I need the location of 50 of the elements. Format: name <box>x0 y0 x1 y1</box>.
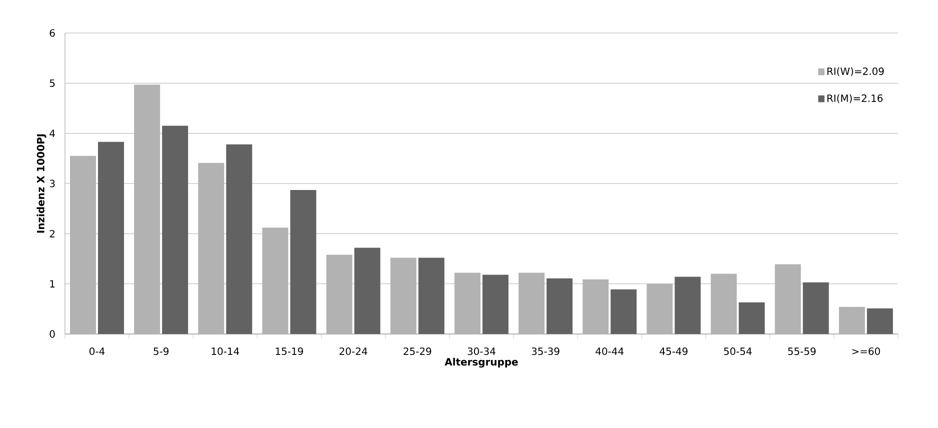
bar <box>226 144 252 334</box>
bar <box>198 162 224 334</box>
bar <box>134 84 160 334</box>
bar <box>710 274 737 334</box>
x-tick-label: 20-24 <box>340 347 368 356</box>
x-tick-label: 45-49 <box>660 347 688 356</box>
bar <box>390 258 416 334</box>
y-tick-label: 6 <box>50 29 55 37</box>
x-tick-label: 40-44 <box>596 347 624 356</box>
legend-label: RI(M)=2.16 <box>827 94 883 104</box>
y-axis-title: Inzidenz X 1000PJ <box>36 134 46 233</box>
x-tick-label: 15-19 <box>276 347 304 356</box>
bar <box>162 126 188 334</box>
x-tick-label: 10-14 <box>212 347 240 356</box>
x-axis-title: Altersgruppe <box>444 358 518 368</box>
y-tick-label: 5 <box>50 79 55 87</box>
bar <box>838 306 865 334</box>
legend-label: RI(W)=2.09 <box>827 67 884 76</box>
x-tick-label: 30-34 <box>468 347 496 356</box>
bar <box>866 308 893 334</box>
bar <box>326 254 352 334</box>
bar <box>738 302 765 334</box>
x-tick-label: 35-39 <box>532 347 560 356</box>
bar <box>546 278 573 334</box>
bar <box>70 156 96 334</box>
bar <box>802 282 829 334</box>
bar <box>354 248 380 334</box>
y-tick-label: 1 <box>50 280 55 288</box>
bar <box>582 279 609 334</box>
bar <box>290 190 316 334</box>
x-tick-label: 5-9 <box>154 347 169 356</box>
bar <box>454 272 480 334</box>
bar <box>98 142 124 334</box>
bar <box>482 274 508 334</box>
y-tick-label: 3 <box>50 180 55 188</box>
bar <box>774 264 801 334</box>
x-tick-label: >=60 <box>852 347 880 356</box>
y-tick-label: 4 <box>50 130 55 137</box>
bar <box>418 258 444 334</box>
x-tick-label: 55-59 <box>788 347 816 356</box>
x-tick-label: 50-54 <box>724 347 752 356</box>
bar <box>518 272 545 334</box>
y-tick-label: 0 <box>50 330 55 338</box>
x-tick-label: 25-29 <box>404 347 432 356</box>
y-tick-label: 2 <box>50 230 54 238</box>
x-tick-label: 0-4 <box>90 347 105 356</box>
bar <box>610 289 637 334</box>
bar <box>262 228 288 334</box>
bar <box>674 276 701 334</box>
bar <box>646 284 673 334</box>
